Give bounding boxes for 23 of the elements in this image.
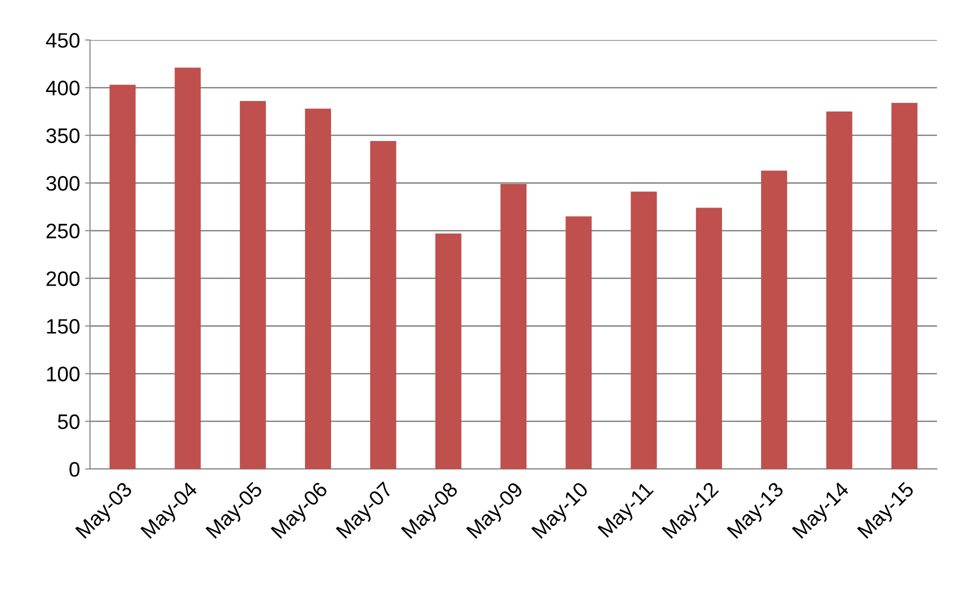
bar [500, 184, 527, 469]
y-tick-label: 300 [46, 176, 80, 191]
y-tick-label: 50 [58, 414, 80, 430]
y-tick-label: 200 [46, 271, 80, 286]
y-tick-label: 450 [46, 33, 80, 48]
bar [761, 170, 788, 469]
y-tick-label: 350 [46, 128, 80, 144]
bar [891, 102, 918, 469]
bar [240, 101, 266, 469]
y-tick-label: 250 [46, 224, 80, 238]
y-tick-label: 150 [47, 319, 80, 334]
bar [110, 84, 136, 469]
bar [305, 108, 332, 469]
bar [826, 112, 852, 469]
bar [696, 208, 722, 469]
y-tick-label: 100 [47, 366, 80, 382]
bar [630, 192, 657, 469]
bar [566, 216, 592, 469]
bar [174, 68, 201, 469]
y-tick-label: 0 [70, 462, 80, 477]
bar [370, 141, 396, 469]
bar [435, 234, 462, 469]
y-tick-label: 400 [46, 80, 80, 96]
